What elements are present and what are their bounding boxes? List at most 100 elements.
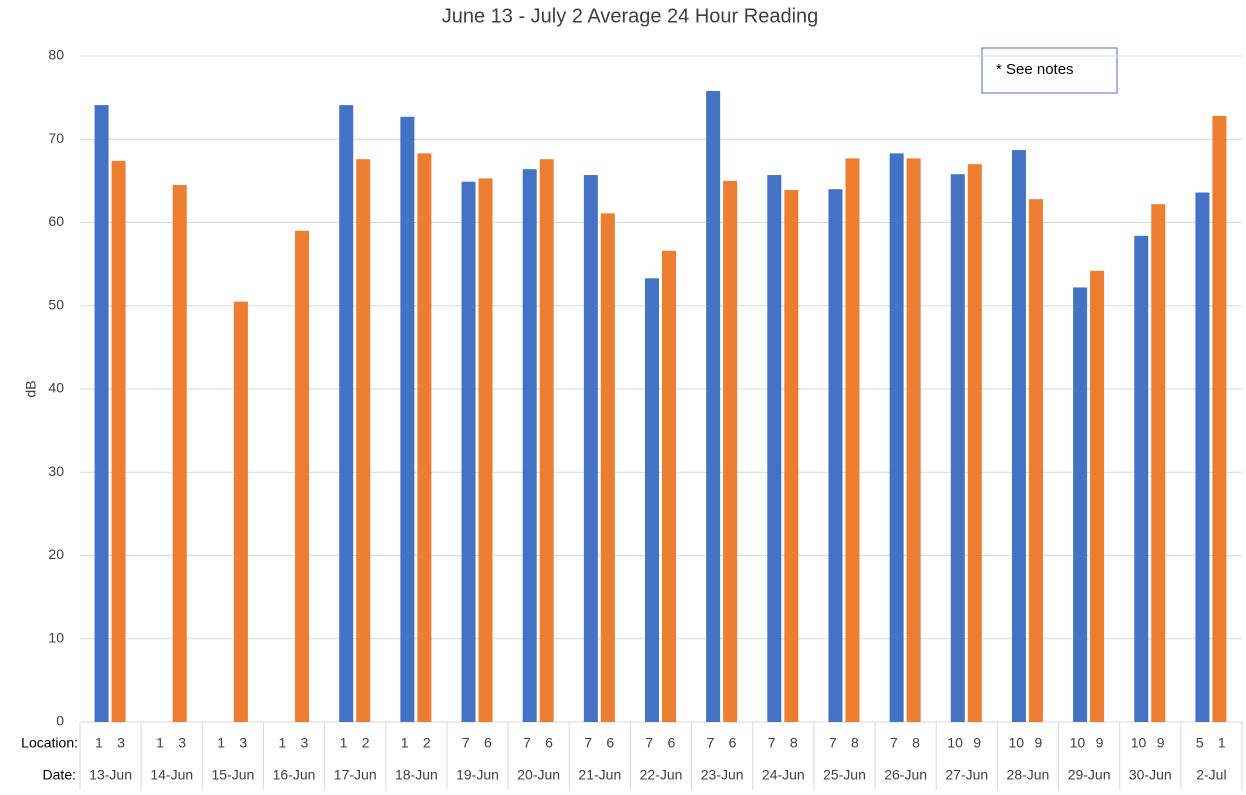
x-tick-label: 26-Jun (884, 767, 927, 783)
y-tick-label: 40 (48, 380, 64, 396)
x-tick-label: 28-Jun (1007, 767, 1050, 783)
bar (723, 180, 738, 722)
y-tick-label: 10 (48, 629, 64, 645)
location-label: 1 (95, 735, 103, 751)
x-tick-label: 24-Jun (762, 767, 805, 783)
x-tick-label: 20-Jun (517, 767, 560, 783)
annotation: * See notes (996, 61, 1074, 78)
bar (1073, 287, 1088, 722)
bar (400, 116, 415, 722)
bar (478, 178, 493, 722)
bar (539, 159, 554, 723)
location-label: 8 (912, 735, 920, 751)
bar (583, 175, 598, 723)
location-label: 7 (523, 735, 531, 751)
bar (967, 164, 982, 723)
location-label: 1 (1218, 735, 1226, 751)
location-label: 10 (1131, 735, 1147, 751)
bar (1028, 199, 1043, 722)
bar (784, 190, 799, 723)
location-label: 9 (1034, 735, 1042, 751)
bar (845, 158, 860, 722)
location-label: 1 (156, 735, 164, 751)
y-tick-label: 30 (48, 463, 64, 479)
x-tick-label: 17-Jun (334, 767, 377, 783)
bar (767, 175, 782, 723)
location-row-label: Location: (21, 735, 78, 751)
bar (645, 278, 659, 722)
location-label: 1 (401, 735, 409, 751)
location-label: 6 (729, 735, 737, 751)
bar (1090, 270, 1105, 722)
location-label: 9 (973, 735, 981, 751)
location-label: 6 (545, 735, 553, 751)
location-label: 1 (217, 735, 225, 751)
location-label: 7 (707, 735, 715, 751)
location-label: 2 (362, 735, 370, 751)
bar (889, 153, 904, 723)
location-label: 9 (1096, 735, 1104, 751)
bar (1212, 115, 1227, 722)
location-label: 3 (178, 735, 186, 751)
y-tick-label: 80 (48, 47, 64, 63)
x-tick-label: 16-Jun (273, 767, 316, 783)
bar (233, 301, 248, 722)
bar (600, 213, 615, 722)
location-label: 3 (239, 735, 247, 751)
location-label: 6 (484, 735, 492, 751)
x-tick-label: 30-Jun (1129, 767, 1172, 783)
bar (356, 159, 371, 723)
chart-title: June 13 - July 2 Average 24 Hour Reading (442, 5, 819, 27)
x-tick-label: 23-Jun (701, 767, 744, 783)
bar (1151, 204, 1166, 722)
bar (461, 181, 476, 722)
x-tick-label: 25-Jun (823, 767, 866, 783)
x-tick-label: 14-Jun (150, 767, 193, 783)
date-row-label: Date: (43, 767, 76, 783)
x-tick-label: 18-Jun (395, 767, 438, 783)
bar (662, 250, 676, 722)
y-tick-label: 70 (48, 130, 64, 146)
bar (1134, 235, 1149, 722)
location-label: 8 (790, 735, 798, 751)
y-tick-label: 20 (48, 546, 64, 562)
bar (706, 90, 721, 723)
bar (172, 185, 187, 723)
y-axis-label: dB (23, 380, 39, 397)
x-tick-label: 15-Jun (211, 767, 254, 783)
location-label: 10 (1070, 735, 1086, 751)
location-label: 8 (851, 735, 859, 751)
location-label: 2 (423, 735, 431, 751)
bar (906, 158, 921, 722)
location-label: 1 (340, 735, 348, 751)
bar (417, 153, 432, 723)
bar (522, 169, 537, 723)
location-label: 5 (1196, 735, 1204, 751)
location-label: 3 (301, 735, 309, 751)
x-tick-label: 22-Jun (640, 767, 683, 783)
location-label: 7 (768, 735, 776, 751)
bar (828, 189, 843, 722)
bar (950, 174, 965, 723)
location-label: 7 (890, 735, 898, 751)
x-tick-label: 21-Jun (578, 767, 621, 783)
y-tick-label: 50 (48, 296, 64, 312)
x-tick-label: 27-Jun (945, 767, 988, 783)
x-tick-label: 13-Jun (89, 767, 132, 783)
bar (1195, 192, 1210, 722)
bar (111, 160, 126, 722)
location-label: 10 (1008, 735, 1024, 751)
bar (339, 105, 354, 723)
y-tick-label: 0 (56, 713, 64, 729)
bar (94, 105, 109, 723)
location-label: 3 (117, 735, 125, 751)
location-label: 6 (668, 735, 676, 751)
x-tick-label: 29-Jun (1068, 767, 1111, 783)
location-label: 6 (606, 735, 614, 751)
x-tick-label: 19-Jun (456, 767, 499, 783)
bar (295, 230, 310, 722)
x-tick-label: 2-Jul (1196, 767, 1226, 783)
y-tick-label: 60 (48, 213, 64, 229)
bar (1011, 150, 1026, 722)
